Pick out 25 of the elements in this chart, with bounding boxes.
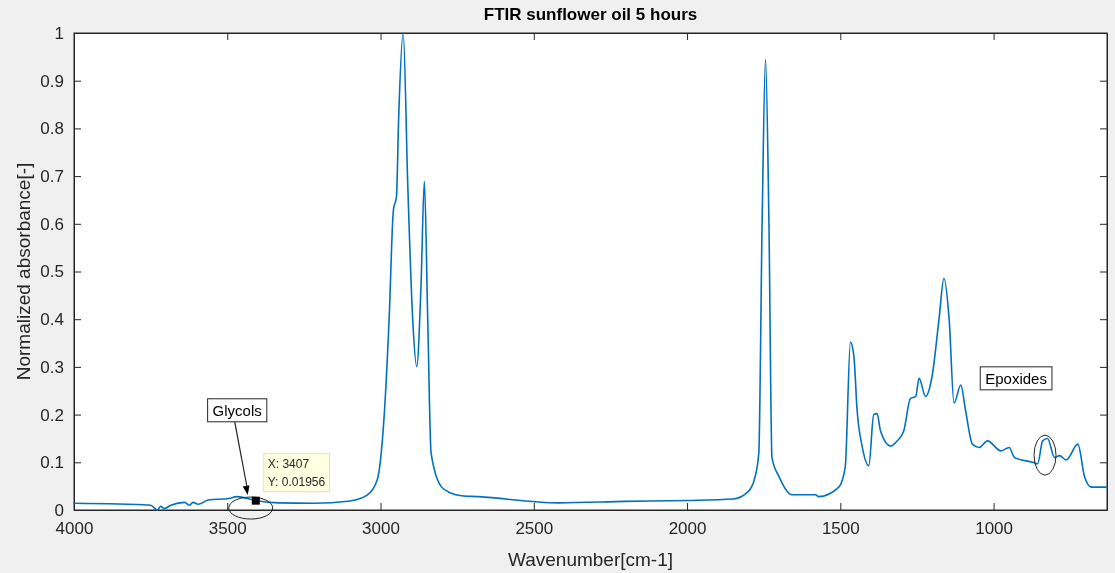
y-tick-label: 0.5 — [40, 262, 64, 282]
y-tick-label: 0.2 — [40, 405, 64, 425]
y-tick-label: 0.3 — [40, 357, 64, 377]
y-tick-label: 0.9 — [40, 71, 64, 91]
annotation: Epoxides — [985, 369, 1047, 387]
x-tick-label: 1000 — [975, 519, 1013, 539]
x-tick-label: 3500 — [208, 519, 247, 539]
x-tick-label: 2500 — [515, 519, 554, 539]
y-tick-label: 0.4 — [40, 310, 64, 330]
y-tick-label: 0.7 — [40, 167, 64, 187]
y-tick-label: 0.1 — [40, 453, 64, 473]
annotation: Glycols — [212, 401, 262, 419]
y-axis-title: Normalized absorbance[-] — [13, 162, 34, 381]
y-tick-label: 0 — [54, 500, 64, 520]
x-tick-label: 2000 — [668, 519, 707, 539]
y-tick-label: 0.6 — [40, 214, 64, 234]
y-tick-label: 1 — [54, 23, 64, 43]
chart-title: FTIR sunflower oil 5 hours — [483, 5, 698, 24]
annotation: X: 3407 Y: 0.01956 — [267, 456, 326, 489]
x-tick-label: 4000 — [55, 519, 94, 539]
x-axis-title: Wavenumber[cm-1] — [507, 549, 674, 570]
x-tick-label: 3000 — [362, 519, 400, 539]
line-series — [73, 32, 1108, 511]
x-tick-label: 1500 — [821, 519, 860, 539]
y-tick-label: 0.8 — [40, 119, 64, 139]
